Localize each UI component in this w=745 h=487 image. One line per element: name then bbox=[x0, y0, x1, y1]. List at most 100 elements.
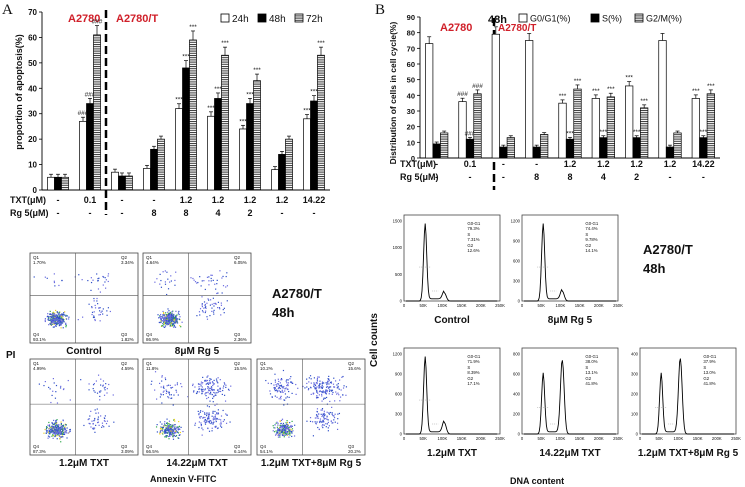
event-dot bbox=[169, 311, 171, 314]
event-dot bbox=[165, 422, 168, 425]
event-dot bbox=[330, 389, 332, 391]
event-dot bbox=[102, 276, 105, 278]
event-dot bbox=[214, 392, 216, 394]
event-dot bbox=[337, 413, 339, 415]
event-dot bbox=[280, 422, 282, 425]
histogram-frame bbox=[403, 347, 501, 435]
stat-g2-tag: G2 bbox=[467, 243, 473, 248]
event-dot bbox=[315, 423, 317, 425]
event-dot bbox=[106, 310, 108, 312]
event-dot bbox=[58, 317, 61, 319]
flow-b-time: 48h bbox=[643, 261, 665, 276]
event-dot bbox=[336, 422, 339, 424]
event-dot bbox=[166, 435, 168, 437]
event-dot bbox=[162, 314, 164, 316]
event-dot bbox=[280, 384, 283, 386]
event-dot bbox=[160, 313, 162, 316]
stat-g0g1-tag: G0-G1 bbox=[467, 221, 481, 226]
event-dot bbox=[160, 315, 162, 318]
event-dot bbox=[53, 321, 55, 323]
event-dot bbox=[61, 431, 63, 433]
event-dot bbox=[166, 271, 168, 273]
event-dot bbox=[319, 418, 322, 420]
event-dot bbox=[278, 384, 280, 387]
event-dot bbox=[166, 429, 168, 431]
event-dot bbox=[53, 428, 55, 430]
event-dot bbox=[173, 326, 175, 328]
event-dot bbox=[207, 382, 209, 384]
event-dot bbox=[55, 431, 58, 433]
event-dot bbox=[53, 382, 55, 384]
event-dot bbox=[98, 307, 100, 309]
event-dot bbox=[55, 421, 57, 423]
significance-mark: *** bbox=[607, 86, 615, 93]
event-dot bbox=[310, 393, 312, 395]
txt-dose-label: 1.2 bbox=[180, 195, 193, 205]
significance-mark: *** bbox=[600, 129, 608, 136]
event-dot bbox=[159, 421, 161, 423]
event-dot bbox=[323, 412, 325, 414]
event-dot bbox=[162, 310, 164, 313]
event-dot bbox=[321, 407, 324, 410]
event-dot bbox=[196, 392, 198, 394]
event-dot bbox=[164, 326, 166, 329]
event-dot bbox=[165, 428, 167, 430]
event-dot bbox=[104, 389, 106, 391]
event-dot bbox=[342, 387, 345, 389]
dna-histogram-curve bbox=[406, 223, 498, 302]
event-dot bbox=[328, 375, 330, 378]
event-dot bbox=[214, 410, 216, 413]
event-dot bbox=[173, 324, 176, 326]
event-dot bbox=[171, 322, 173, 324]
event-dot bbox=[172, 320, 175, 322]
event-dot bbox=[174, 432, 176, 434]
bar-48h bbox=[246, 103, 254, 191]
event-dot bbox=[61, 315, 63, 317]
event-dot bbox=[331, 406, 333, 408]
event-dot bbox=[167, 308, 169, 310]
event-dot bbox=[56, 435, 58, 437]
event-dot bbox=[213, 395, 215, 397]
event-dot bbox=[55, 317, 58, 319]
significance-mark: *** bbox=[246, 91, 254, 98]
event-dot bbox=[92, 316, 95, 319]
event-dot bbox=[291, 382, 293, 384]
event-dot bbox=[309, 375, 312, 377]
event-dot bbox=[104, 417, 106, 420]
event-dot bbox=[291, 392, 293, 395]
significance-mark: *** bbox=[175, 97, 183, 104]
event-dot bbox=[212, 279, 214, 281]
event-dot bbox=[285, 424, 287, 427]
event-dot bbox=[318, 390, 321, 393]
dna-histogram-curve bbox=[524, 360, 616, 435]
event-dot bbox=[100, 415, 102, 417]
event-dot bbox=[224, 400, 227, 402]
event-dot bbox=[217, 412, 219, 414]
event-dot bbox=[46, 431, 48, 434]
event-dot bbox=[60, 314, 63, 316]
event-dot bbox=[58, 316, 60, 318]
event-dot bbox=[162, 271, 164, 273]
event-dot bbox=[58, 313, 60, 315]
event-dot bbox=[323, 414, 325, 416]
event-dot bbox=[288, 428, 290, 430]
bar-g2m bbox=[473, 93, 482, 159]
event-dot bbox=[178, 434, 180, 436]
quadrant-q2-tag: Q2 bbox=[121, 361, 128, 366]
bar-s bbox=[565, 138, 575, 159]
event-dot bbox=[169, 315, 172, 317]
event-dot bbox=[291, 432, 293, 434]
event-dot bbox=[50, 429, 53, 431]
event-dot bbox=[288, 431, 290, 433]
event-dot bbox=[207, 413, 210, 416]
event-dot bbox=[92, 423, 94, 425]
event-dot bbox=[283, 425, 285, 427]
event-dot bbox=[210, 277, 212, 280]
event-dot bbox=[211, 388, 213, 391]
event-dot bbox=[107, 280, 109, 283]
event-dot bbox=[58, 434, 60, 437]
quadrant-q4-value: 66.5% bbox=[146, 449, 159, 454]
event-dot bbox=[215, 419, 217, 421]
event-dot bbox=[88, 389, 90, 391]
event-dot bbox=[97, 412, 100, 414]
